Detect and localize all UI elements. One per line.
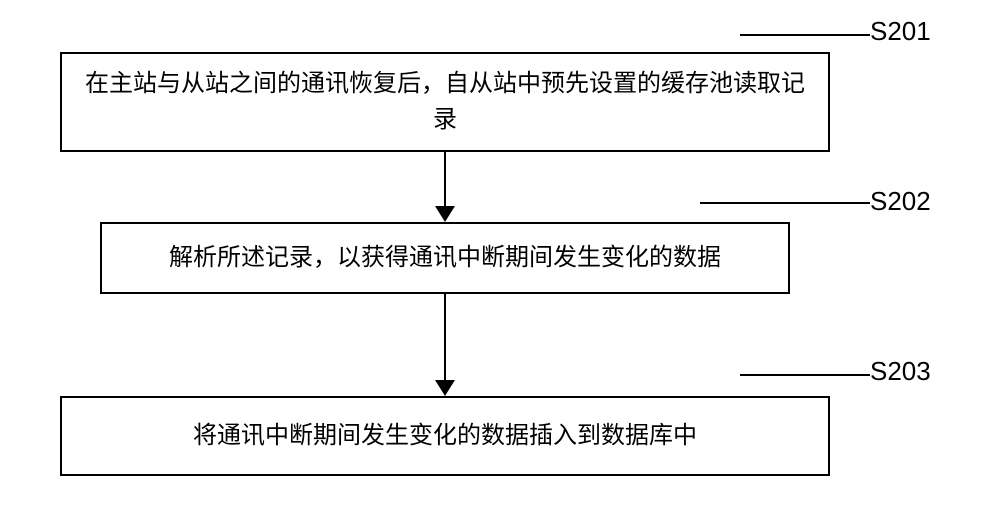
step-label-s202: S202: [870, 186, 931, 217]
arrow-s201-s202: [435, 152, 455, 222]
step-text: 将通讯中断期间发生变化的数据插入到数据库中: [193, 418, 697, 454]
step-box-s201: 在主站与从站之间的通讯恢复后，自从站中预先设置的缓存池读取记录: [60, 52, 830, 152]
step-text: 解析所述记录，以获得通讯中断期间发生变化的数据: [169, 240, 721, 276]
step-label-s201: S201: [870, 16, 931, 47]
leader-line-s201: [740, 34, 870, 36]
step-box-s202: 解析所述记录，以获得通讯中断期间发生变化的数据: [100, 222, 790, 294]
leader-line-s203: [740, 374, 870, 376]
step-label-s203: S203: [870, 356, 931, 387]
arrow-s202-s203: [435, 294, 455, 396]
leader-line-s202: [700, 202, 870, 204]
step-box-s203: 将通讯中断期间发生变化的数据插入到数据库中: [60, 396, 830, 476]
step-text: 在主站与从站之间的通讯恢复后，自从站中预先设置的缓存池读取记录: [82, 66, 808, 138]
flowchart-container: 在主站与从站之间的通讯恢复后，自从站中预先设置的缓存池读取记录 S201 解析所…: [0, 0, 1000, 520]
